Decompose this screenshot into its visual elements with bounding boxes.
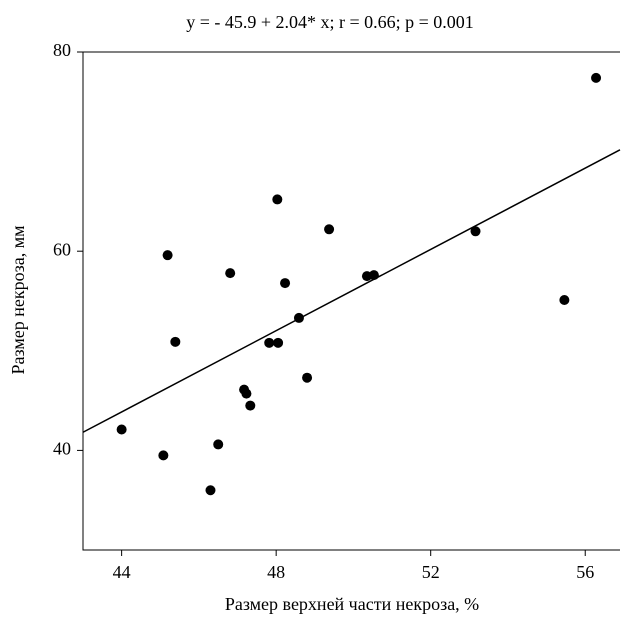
point bbox=[116, 424, 127, 435]
x-axis-label: Размер верхней части некроза, % bbox=[225, 594, 479, 614]
point bbox=[324, 224, 335, 235]
point bbox=[245, 400, 256, 411]
point bbox=[272, 194, 283, 205]
point bbox=[162, 250, 173, 261]
point bbox=[205, 485, 216, 496]
x-tick-label: 48 bbox=[267, 562, 285, 582]
point bbox=[158, 450, 169, 461]
x-tick-label: 44 bbox=[113, 562, 131, 582]
y-tick-label: 60 bbox=[53, 239, 71, 259]
point bbox=[293, 312, 304, 323]
point bbox=[213, 439, 224, 450]
plot-frame bbox=[82, 51, 620, 551]
point bbox=[273, 337, 284, 348]
y-axis-label: Размер некроза, мм bbox=[8, 226, 28, 375]
point bbox=[559, 295, 570, 306]
point bbox=[241, 388, 252, 399]
point bbox=[368, 270, 379, 281]
point bbox=[225, 268, 236, 279]
point bbox=[302, 372, 313, 383]
point bbox=[470, 226, 481, 237]
point bbox=[280, 278, 291, 289]
chart-title: y = - 45.9 + 2.04* x; r = 0.66; p = 0.00… bbox=[186, 12, 474, 32]
x-tick-label: 52 bbox=[422, 562, 440, 582]
y-tick-label: 80 bbox=[53, 40, 71, 60]
y-tick-label: 40 bbox=[53, 439, 71, 459]
fit-line bbox=[82, 149, 621, 433]
x-tick-label: 56 bbox=[576, 562, 594, 582]
point bbox=[591, 72, 602, 83]
point bbox=[264, 337, 275, 348]
point bbox=[170, 336, 181, 347]
